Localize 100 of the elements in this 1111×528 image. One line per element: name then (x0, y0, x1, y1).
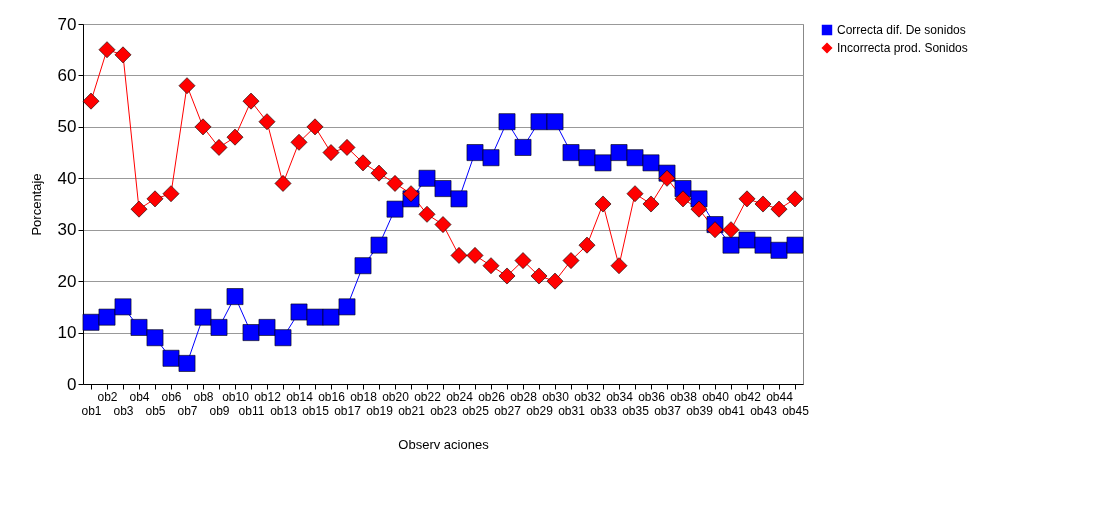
point (530, 113, 548, 131)
x-tick-label: ob28 (510, 389, 538, 404)
point (754, 236, 772, 254)
point (498, 267, 516, 285)
point (722, 221, 740, 239)
point (226, 128, 244, 146)
x-tick-label: ob44 (766, 389, 794, 404)
point (274, 175, 292, 192)
point (418, 205, 436, 223)
point (226, 288, 244, 305)
x-tick-label: ob12 (254, 389, 282, 404)
x-tick-label: ob43 (750, 403, 778, 418)
point (498, 113, 516, 131)
x-tick-label: ob9 (209, 403, 230, 418)
x-tick-label: ob14 (286, 389, 314, 404)
x-tick-label: ob3 (113, 403, 134, 418)
point (770, 241, 788, 259)
point (690, 200, 708, 218)
point (610, 257, 628, 275)
point (290, 303, 308, 321)
point (738, 231, 756, 249)
x-axis-title: Observ aciones (398, 436, 490, 452)
x-tick-label: ob30 (542, 389, 570, 404)
point (754, 195, 772, 213)
x-tick-label: ob36 (638, 389, 666, 404)
x-tick-label: ob1 (81, 403, 102, 418)
y-axis-title: Porcentaje (28, 173, 44, 236)
y-tick-label: 60 (57, 65, 77, 85)
x-tick-label: ob6 (161, 389, 182, 404)
x-tick-label: ob15 (302, 403, 330, 418)
point (530, 267, 548, 285)
point (562, 144, 580, 161)
point (162, 349, 180, 367)
point (130, 200, 148, 218)
x-tick-label: ob26 (478, 389, 506, 404)
x-tick-label: ob25 (462, 403, 490, 418)
point (626, 185, 644, 203)
y-tick-label: 20 (57, 271, 77, 291)
point (626, 149, 644, 167)
x-tick-label: ob34 (606, 389, 634, 404)
x-tick-label: ob35 (622, 403, 650, 418)
point (466, 144, 484, 161)
point (114, 298, 132, 316)
point (578, 236, 596, 254)
x-tick-label: ob2 (97, 389, 118, 404)
point (178, 355, 196, 372)
point (370, 236, 388, 254)
x-tick-label: ob27 (494, 403, 522, 418)
y-tick-label: 30 (57, 220, 77, 240)
point (642, 154, 660, 172)
x-tick-label: ob4 (129, 389, 150, 404)
x-tick-label: ob20 (382, 389, 410, 404)
point (658, 169, 676, 187)
point (82, 92, 100, 110)
x-tick-label: ob19 (366, 403, 394, 418)
point (434, 180, 452, 197)
point (306, 118, 324, 136)
point (98, 308, 116, 326)
x-tick-label: ob45 (782, 403, 810, 418)
point (546, 272, 564, 290)
point (274, 329, 292, 347)
point (450, 247, 468, 264)
x-tick-label: ob38 (670, 389, 698, 404)
point (674, 190, 692, 208)
point (354, 257, 372, 275)
x-tick-label: ob24 (446, 389, 474, 404)
point (434, 216, 452, 233)
y-tick-label: 70 (57, 14, 77, 34)
point (194, 118, 212, 136)
point (354, 154, 372, 172)
point (722, 236, 740, 254)
x-tick-label: ob42 (734, 389, 762, 404)
legend-label: Correcta dif. De sonidos (837, 23, 966, 37)
point (98, 41, 116, 59)
point (562, 252, 580, 269)
point (466, 247, 484, 264)
point (482, 257, 500, 275)
y-tick-label: 50 (57, 117, 77, 137)
x-tick-label: ob11 (238, 403, 265, 418)
point (594, 195, 612, 213)
point (386, 200, 404, 218)
x-tick-label: ob21 (398, 403, 426, 418)
x-tick-label: ob40 (702, 389, 730, 404)
point (258, 113, 276, 131)
x-tick-label: ob23 (430, 403, 458, 418)
point (770, 200, 788, 218)
x-tick-label: ob31 (558, 403, 586, 418)
point (402, 185, 420, 203)
point (146, 329, 164, 347)
point (546, 113, 564, 131)
point (370, 164, 388, 182)
point (594, 154, 612, 172)
y-tick-label: 0 (67, 374, 77, 394)
point (210, 319, 228, 336)
point (642, 195, 660, 213)
point (610, 144, 628, 161)
point (338, 139, 356, 156)
point (386, 175, 404, 192)
point (82, 313, 100, 331)
point (738, 190, 756, 208)
